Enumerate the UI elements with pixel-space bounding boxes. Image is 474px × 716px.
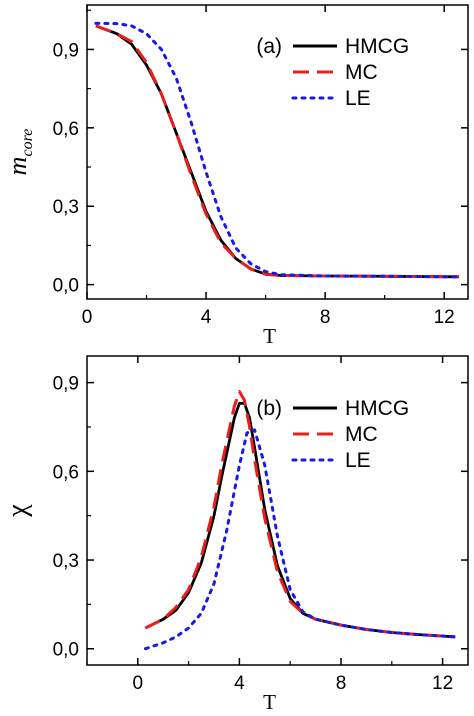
y-tick-label: 0,6: [53, 462, 79, 483]
x-tick-label: 4: [201, 307, 212, 328]
legend-label-le: LE: [345, 449, 371, 472]
y-tick-label: 0,3: [53, 197, 79, 218]
x-tick-label: 12: [434, 307, 455, 328]
y-tick-label: 0,0: [53, 640, 79, 661]
y-axis-label-subscript: core: [19, 129, 36, 157]
x-tick-label: 8: [336, 673, 347, 694]
y-tick-label: 0,3: [53, 551, 79, 572]
legend-label-mc: MC: [345, 423, 378, 446]
series-line-hmcg: [95, 24, 460, 279]
legend-label-hmcg: HMCG: [345, 35, 409, 58]
legend-label-hmcg: HMCG: [345, 397, 409, 420]
panel-label: (b): [256, 397, 282, 420]
plot-frame: [86, 4, 469, 300]
y-axis-label: mcore: [3, 129, 36, 176]
plot-frame: [86, 355, 469, 666]
x-tick-label: 0: [133, 673, 144, 694]
y-axis-label: χ: [2, 504, 33, 518]
x-axis-label: T: [263, 690, 276, 714]
series-line-le: [94, 21, 461, 279]
panel-b: 0 4 8 12 0,0 0,3 0,6 0,9 Tχ (b) HMCG MC LE: [2, 355, 469, 714]
x-tick-label: 12: [432, 673, 453, 694]
legend-label-le: LE: [345, 87, 371, 110]
series-line-mc: [95, 24, 460, 279]
series-line-le: [143, 428, 457, 651]
series-line-hmcg: [144, 401, 456, 639]
y-tick-label: 0,0: [53, 276, 79, 297]
x-axis-label: T: [263, 324, 276, 348]
panel-label: (a): [256, 35, 282, 58]
x-tick-label: 8: [320, 307, 331, 328]
series-line-mc: [144, 390, 456, 639]
y-tick-label: 0,9: [53, 374, 79, 395]
y-tick-label: 0,6: [53, 119, 79, 140]
y-tick-label: 0,9: [53, 40, 79, 61]
x-tick-label: 4: [234, 673, 245, 694]
x-tick-label: 0: [82, 307, 93, 328]
legend-label-mc: MC: [345, 61, 378, 84]
